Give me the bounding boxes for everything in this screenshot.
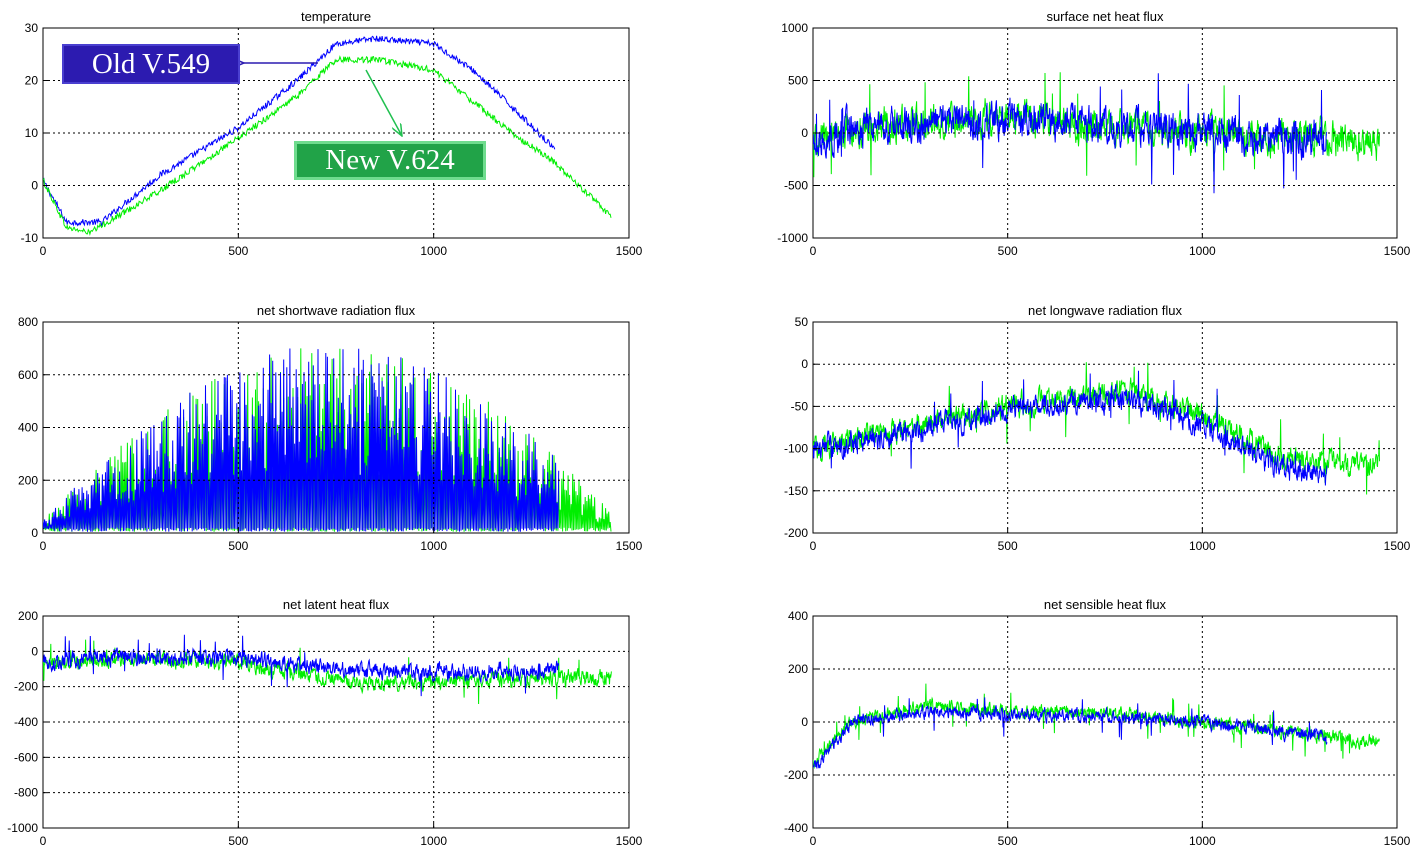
surface-net-heat-flux-ytick-label: -1000 <box>777 231 808 245</box>
net-longwave-radiation-flux-ytick-label: -100 <box>784 442 808 456</box>
net-latent-heat-flux-ytick-label: 200 <box>18 609 38 623</box>
surface-net-heat-flux-xtick-label: 500 <box>998 244 1018 258</box>
net-longwave-radiation-flux-ytick-label: -50 <box>791 399 809 413</box>
net-shortwave-radiation-flux-ytick-label: 800 <box>18 315 38 329</box>
surface-net-heat-flux-title: surface net heat flux <box>1046 9 1164 24</box>
net-latent-heat-flux-xtick-label: 1500 <box>616 834 643 848</box>
net-latent-heat-flux-ytick-label: -600 <box>14 750 38 764</box>
net-latent-heat-flux-axes-box <box>42 615 630 829</box>
net-latent-heat-flux-xtick-label: 1000 <box>420 834 447 848</box>
surface-net-heat-flux-series-new <box>813 72 1380 178</box>
new-version-arrow <box>365 69 402 136</box>
net-latent-heat-flux-ytick-label: -800 <box>14 786 38 800</box>
surface-net-heat-flux-chart: 0 500 1000 1500 -1000 -500 0 500 1000 surface net… <box>777 9 1410 258</box>
net-longwave-radiation-flux-xtick-label: 0 <box>810 539 817 553</box>
net-longwave-radiation-flux-series-new <box>813 362 1380 495</box>
net-latent-heat-flux-ytick-label: -400 <box>14 715 38 729</box>
net-shortwave-radiation-flux-ytick-label: 400 <box>18 421 38 435</box>
temperature-title: temperature <box>301 9 371 24</box>
net-latent-heat-flux-xtick-label: 0 <box>40 834 47 848</box>
temperature-ytick-label: 20 <box>25 74 39 88</box>
temperature-xtick-label: 1000 <box>420 244 447 258</box>
net-shortwave-radiation-flux-title: net shortwave radiation flux <box>257 303 416 318</box>
net-sensible-heat-flux-xtick-label: 1500 <box>1384 834 1411 848</box>
temperature-ytick-label: 10 <box>25 126 39 140</box>
surface-net-heat-flux-ytick-label: 0 <box>801 126 808 140</box>
net-longwave-radiation-flux-series-old <box>813 370 1328 486</box>
surface-net-heat-flux-xtick-label: 1000 <box>1189 244 1216 258</box>
temperature-ytick-label: -10 <box>21 231 39 245</box>
net-shortwave-radiation-flux-plot-area <box>43 348 612 532</box>
net-shortwave-radiation-flux-chart: 0 500 1000 1500 0 200 400 600 800 net shortwave r… <box>18 303 643 553</box>
net-longwave-radiation-flux-xtick-label: 1000 <box>1189 539 1216 553</box>
net-longwave-radiation-flux-ytick-label: -200 <box>784 526 808 540</box>
temperature-ytick-label: 30 <box>25 21 39 35</box>
net-latent-heat-flux-ytick-label: -200 <box>14 680 38 694</box>
surface-net-heat-flux-ytick-label: 500 <box>788 74 808 88</box>
net-latent-heat-flux-xtick-label: 500 <box>228 834 248 848</box>
net-longwave-radiation-flux-axes-box <box>812 321 1398 534</box>
net-latent-heat-flux-ytick-label: -1000 <box>7 821 38 835</box>
net-sensible-heat-flux-xtick-label: 0 <box>810 834 817 848</box>
net-latent-heat-flux-series-old <box>43 634 560 697</box>
net-sensible-heat-flux-ytick-label: 400 <box>788 609 808 623</box>
net-shortwave-radiation-flux-ytick-label: 600 <box>18 368 38 382</box>
surface-net-heat-flux-ytick-label: -500 <box>784 179 808 193</box>
net-sensible-heat-flux-xtick-label: 500 <box>998 834 1018 848</box>
temperature-xtick-label: 500 <box>228 244 248 258</box>
net-longwave-radiation-flux-xtick-label: 1500 <box>1384 539 1411 553</box>
net-longwave-radiation-flux-plot-area <box>813 362 1380 495</box>
net-shortwave-radiation-flux-series-old <box>43 348 560 532</box>
temperature-xtick-label: 1500 <box>616 244 643 258</box>
net-longwave-radiation-flux-ytick-label: 50 <box>795 315 809 329</box>
net-sensible-heat-flux-chart: 0 500 1000 1500 -400 -200 0 200 400 net sensible … <box>784 597 1411 848</box>
net-longwave-radiation-flux-title: net longwave radiation flux <box>1028 303 1182 318</box>
net-sensible-heat-flux-ytick-label: 0 <box>801 715 808 729</box>
temperature-series-old <box>43 35 556 228</box>
temperature-ytick-label: 0 <box>31 179 38 193</box>
net-longwave-radiation-flux-ytick-label: -150 <box>784 484 808 498</box>
net-latent-heat-flux-ytick-label: 0 <box>31 644 38 658</box>
temperature-plot-area <box>43 35 612 237</box>
net-sensible-heat-flux-xtick-label: 1000 <box>1189 834 1216 848</box>
net-sensible-heat-flux-series-old <box>813 697 1328 769</box>
net-sensible-heat-flux-ytick-label: 200 <box>788 662 808 676</box>
net-sensible-heat-flux-title: net sensible heat flux <box>1044 597 1167 612</box>
net-longwave-radiation-flux-chart: 0 500 1000 1500 -200 -150 -100 -50 0 50 net longwa… <box>784 303 1411 553</box>
surface-net-heat-flux-series-old <box>813 73 1328 194</box>
new-version-label: New V.624 <box>294 141 486 180</box>
surface-net-heat-flux-ytick-label: 1000 <box>781 21 808 35</box>
net-shortwave-radiation-flux-ytick-label: 0 <box>31 526 38 540</box>
net-shortwave-radiation-flux-xtick-label: 1000 <box>420 539 447 553</box>
net-shortwave-radiation-flux-xtick-label: 0 <box>40 539 47 553</box>
net-latent-heat-flux-title: net latent heat flux <box>283 597 390 612</box>
net-sensible-heat-flux-ytick-label: -200 <box>784 768 808 782</box>
net-sensible-heat-flux-ytick-label: -400 <box>784 821 808 835</box>
net-longwave-radiation-flux-xtick-label: 500 <box>998 539 1018 553</box>
temperature-series-new <box>43 55 612 237</box>
surface-net-heat-flux-plot-area <box>813 72 1380 194</box>
net-sensible-heat-flux-plot-area <box>813 683 1380 770</box>
net-latent-heat-flux-chart: 0 500 1000 1500 -1000 -800 -600 -400 -200 0 200 net… <box>7 597 642 848</box>
net-longwave-radiation-flux-ytick-label: 0 <box>801 357 808 371</box>
net-latent-heat-flux-plot-area <box>43 634 612 705</box>
surface-net-heat-flux-xtick-label: 1500 <box>1384 244 1411 258</box>
old-version-label: Old V.549 <box>62 44 240 84</box>
net-shortwave-radiation-flux-xtick-label: 500 <box>228 539 248 553</box>
net-shortwave-radiation-flux-ytick-label: 200 <box>18 473 38 487</box>
temperature-xtick-label: 0 <box>40 244 47 258</box>
net-shortwave-radiation-flux-xtick-label: 1500 <box>616 539 643 553</box>
surface-net-heat-flux-xtick-label: 0 <box>810 244 817 258</box>
